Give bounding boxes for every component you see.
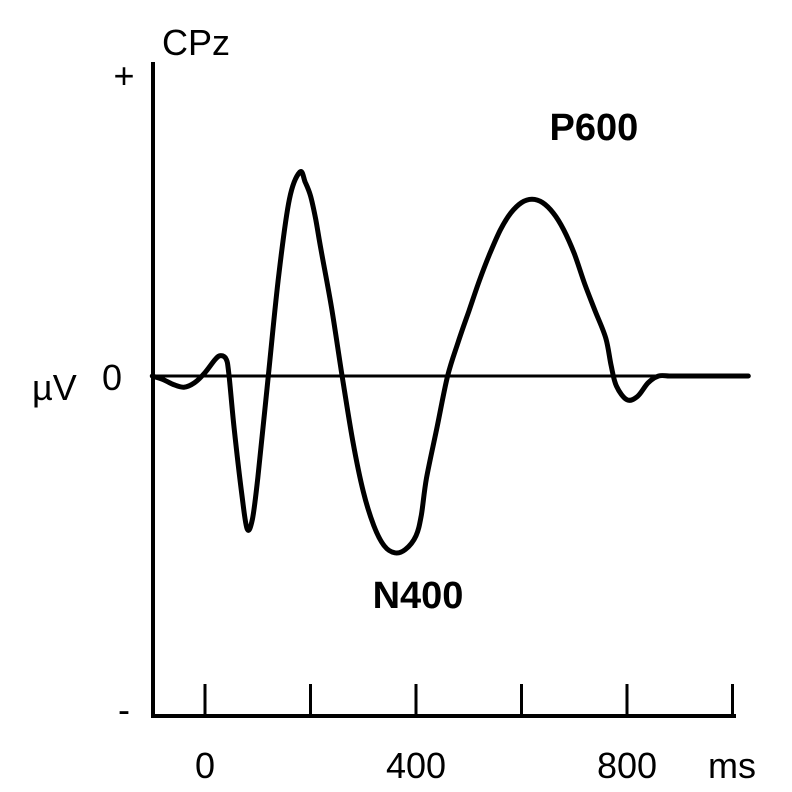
- tick-labels: 0 400 800 +0 -: [102, 55, 657, 786]
- chart-title: CPz: [162, 22, 230, 63]
- x-ticks: [203, 684, 734, 716]
- y-tick-label: 0: [102, 357, 122, 398]
- x-tick-label: 0: [195, 745, 215, 786]
- component-label-n400: N400: [373, 575, 464, 617]
- x-tick-label: 400: [386, 745, 446, 786]
- y-tick-label: +: [113, 55, 134, 96]
- x-axis-label: ms: [708, 745, 756, 786]
- y-tick-label: -: [118, 689, 130, 730]
- component-label-p600: P600: [550, 107, 639, 149]
- x-tick-labels: 0 400 800: [195, 745, 657, 786]
- component-labels: N400 P600: [373, 107, 639, 617]
- x-tick-label: 800: [597, 745, 657, 786]
- axes: [151, 62, 736, 718]
- erp-waveform: [149, 168, 751, 556]
- y-axis-label: µV: [32, 367, 77, 408]
- y-tick-labels: +0 -: [102, 55, 135, 730]
